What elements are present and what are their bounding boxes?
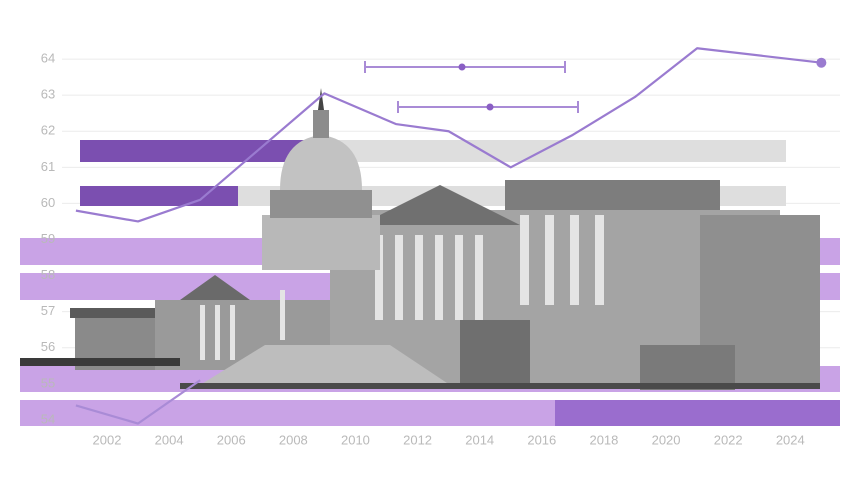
- y-tick-label: 56: [41, 339, 55, 354]
- x-tick-label: 2016: [527, 432, 556, 447]
- x-tick-label: 2020: [652, 432, 681, 447]
- capitol-building: [20, 88, 820, 390]
- purple-bar: [555, 400, 840, 426]
- x-tick-label: 2010: [341, 432, 370, 447]
- range-dot: [486, 103, 494, 111]
- data-line: [75, 47, 822, 223]
- x-tick-label: 2022: [714, 432, 743, 447]
- y-tick-label: 59: [41, 231, 55, 246]
- y-tick-label: 54: [41, 411, 55, 426]
- x-tick-label: 2006: [217, 432, 246, 447]
- purple-bar: [80, 140, 320, 162]
- x-tick-label: 2014: [465, 432, 494, 447]
- x-tick-label: 2018: [589, 432, 618, 447]
- y-tick-label: 57: [41, 303, 55, 318]
- y-tick-label: 55: [41, 375, 55, 390]
- x-tick-label: 2008: [279, 432, 308, 447]
- x-tick-label: 2012: [403, 432, 432, 447]
- foreground-layer: 54 55 56 57 58 59 60 61 62 63 64 2002 2004 2006 2008 20…: [41, 47, 827, 447]
- y-tick-label: 63: [41, 87, 55, 102]
- end-point: [816, 57, 827, 68]
- x-tick-label: 2004: [155, 432, 184, 447]
- y-tick-label: 58: [41, 267, 55, 282]
- y-tick-label: 64: [41, 51, 55, 66]
- light-bar: [20, 400, 555, 426]
- x-tick-label: 2024: [776, 432, 805, 447]
- y-tick-label: 60: [41, 195, 55, 210]
- x-tick-label: 2002: [93, 432, 122, 447]
- y-tick-label: 61: [41, 159, 55, 174]
- y-tick-label: 62: [41, 123, 55, 138]
- data-line: [75, 379, 201, 425]
- range-dot: [458, 63, 466, 71]
